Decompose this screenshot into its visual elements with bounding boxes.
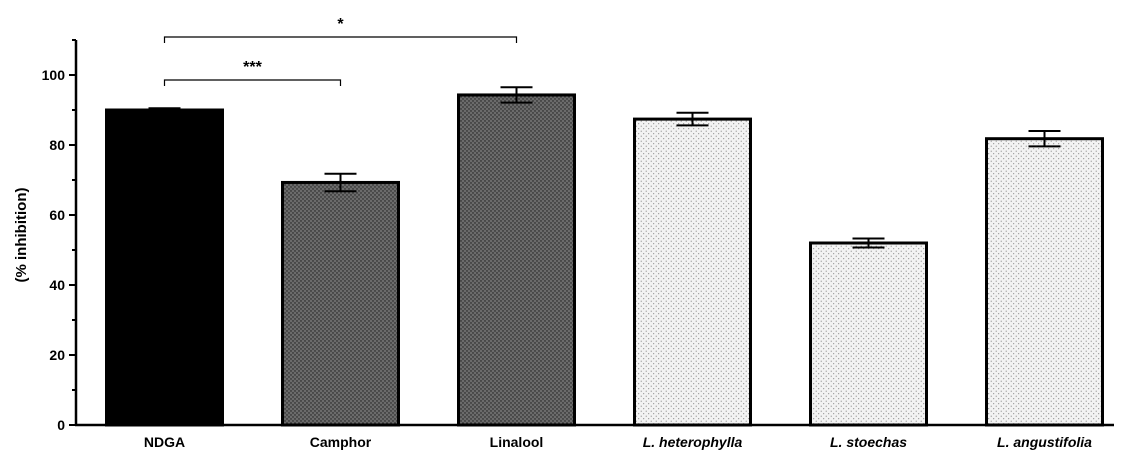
- x-tick-label: L. stoechas: [830, 434, 907, 450]
- x-tick-label: NDGA: [144, 434, 185, 450]
- x-tick-label: L. angustifolia: [997, 434, 1092, 450]
- bar: [457, 93, 576, 427]
- bar: [105, 108, 224, 427]
- y-tick-label: 60: [49, 207, 65, 223]
- significance-bracket: [163, 79, 342, 86]
- significance-label: *: [337, 16, 344, 33]
- x-tick-label: Camphor: [310, 434, 372, 450]
- significance-annotations: ****: [163, 16, 518, 86]
- x-tick-label: L. heterophylla: [643, 434, 743, 450]
- significance-bracket: [163, 36, 518, 43]
- error-bars: [148, 86, 1061, 249]
- bar: [809, 241, 928, 427]
- bar: [985, 137, 1104, 427]
- y-tick-label: 100: [42, 67, 66, 83]
- y-tick-label: 0: [57, 417, 65, 433]
- y-tick-label: 20: [49, 347, 65, 363]
- axes: 0 20 40 60 80 100: [42, 39, 1114, 433]
- x-tick-label: Linalool: [490, 434, 544, 450]
- x-tick-labels: NDGA Camphor Linalool L. heterophylla L. sto…: [144, 434, 1092, 450]
- y-tick-label: 80: [49, 137, 65, 153]
- significance-label: ***: [243, 59, 262, 76]
- bars: [105, 93, 1104, 427]
- y-axis-title: (% inhibition): [13, 188, 30, 283]
- y-tick-label: 40: [49, 277, 65, 293]
- bar: [633, 117, 752, 427]
- bar: [281, 180, 400, 427]
